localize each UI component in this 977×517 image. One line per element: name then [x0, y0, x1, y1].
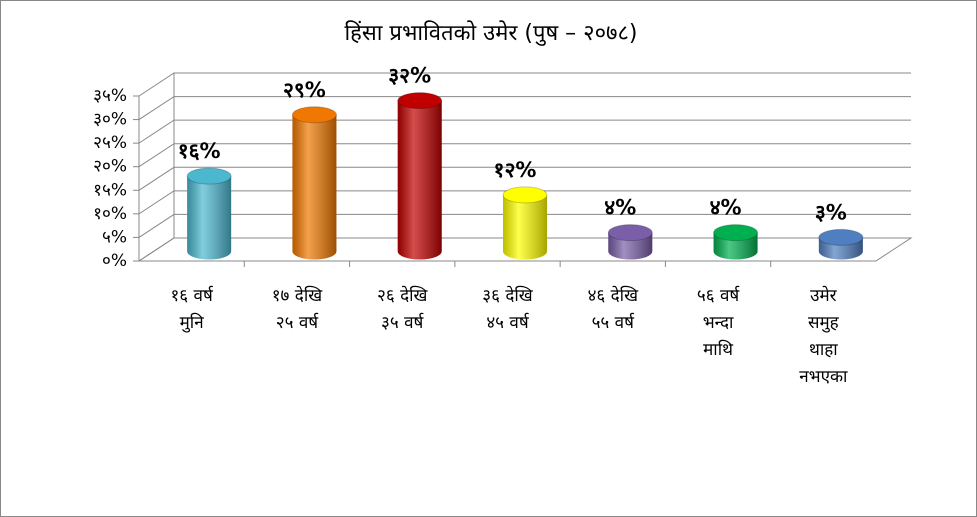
grid-line — [138, 143, 911, 168]
grid-line — [138, 166, 911, 191]
y-tick-label: १५% — [93, 180, 127, 200]
x-tick-label: ५६ वर्ष भन्दा माथि — [696, 286, 740, 360]
grid-line — [138, 72, 911, 97]
back-wall — [138, 73, 175, 261]
grid-line — [138, 213, 911, 238]
x-tick-label: १६ वर्ष मुनि — [170, 286, 213, 333]
y-tick-label: ०% — [102, 251, 127, 271]
grid-line — [138, 119, 911, 144]
data-label: ३२% — [388, 64, 431, 88]
grid-line — [138, 237, 911, 262]
bar-top — [818, 228, 864, 246]
data-label: २९% — [283, 78, 326, 102]
x-tick-label: ३६ देखि ४५ वर्ष — [482, 286, 533, 333]
data-label: १६% — [178, 139, 221, 163]
grid-line — [138, 96, 911, 120]
grid-line — [138, 190, 911, 215]
y-tick-label: १०% — [93, 204, 127, 224]
y-tick-label: ३०% — [93, 110, 127, 130]
x-tick-label: उमेर समुह थाहा नभएका — [799, 286, 848, 387]
y-tick-label: २०% — [93, 157, 127, 177]
x-tick-label: २६ देखि ३५ वर्ष — [376, 286, 428, 333]
bar-top — [186, 167, 232, 185]
bar-top — [502, 186, 548, 204]
bar-top — [713, 224, 759, 242]
y-tick-label: २५% — [93, 133, 127, 153]
bar-shade — [292, 114, 337, 260]
data-label: ३% — [815, 200, 847, 224]
bar-top — [291, 106, 337, 124]
data-label: ४% — [604, 196, 636, 220]
data-label: ४% — [710, 196, 742, 220]
chart-title: हिंसा प्रभावितको उमेर (पुष – २०७८) — [344, 20, 637, 46]
bar-top — [397, 92, 443, 110]
x-tick-label: १७ देखि २५ वर्ष — [271, 286, 323, 333]
y-tick-label: ३५% — [93, 86, 127, 106]
bar-shade — [397, 100, 442, 260]
x-tick-label: ४६ देखि ५५ वर्ष — [587, 286, 638, 333]
data-label: १२% — [494, 158, 537, 182]
bar-shade — [503, 194, 547, 260]
y-tick-label: ५% — [102, 227, 127, 247]
bar-top — [607, 224, 653, 242]
bar-shade — [187, 176, 232, 260]
